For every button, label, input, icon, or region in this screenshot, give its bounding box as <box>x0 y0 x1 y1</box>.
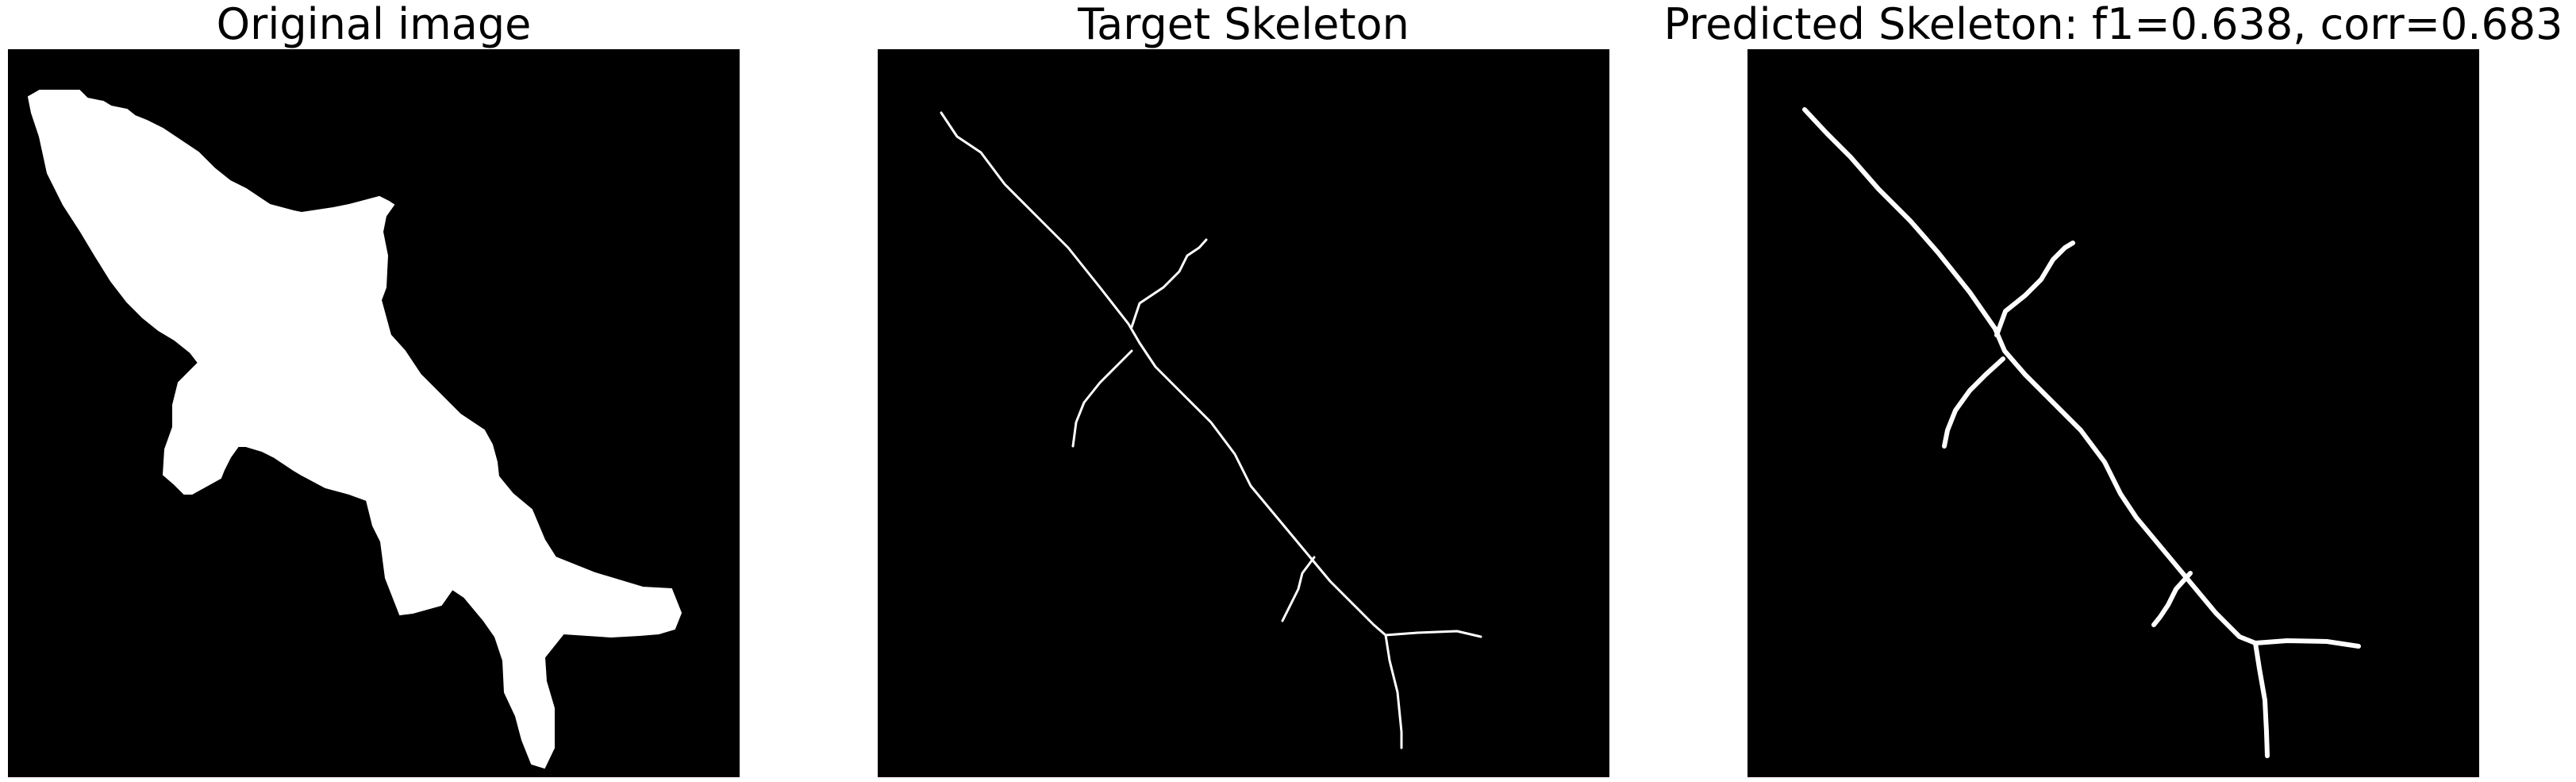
panel-predicted-skeleton: Predicted Skeleton: f1=0.638, corr=0.683 <box>1747 0 2479 782</box>
panel-title-target: Target Skeleton <box>878 0 1609 49</box>
target-skeleton-image <box>878 49 1609 777</box>
panel-target-skeleton: Target Skeleton <box>878 0 1609 782</box>
predicted-skeleton-image <box>1747 49 2479 777</box>
panel-original-image: Original image <box>8 0 740 782</box>
panel-title-predicted: Predicted Skeleton: f1=0.638, corr=0.683 <box>1636 0 2576 49</box>
original-fish-image <box>8 49 740 777</box>
panel-title-original: Original image <box>8 0 740 49</box>
